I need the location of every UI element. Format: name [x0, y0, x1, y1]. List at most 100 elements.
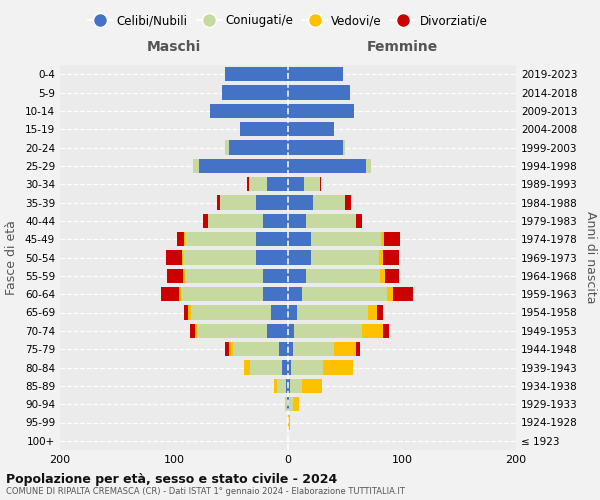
Bar	[226, 67, 288, 82]
Bar	[284, 397, 287, 411]
Bar	[263, 214, 288, 228]
Bar	[288, 122, 334, 136]
Bar	[365, 158, 371, 173]
Bar	[288, 324, 294, 338]
Bar	[297, 306, 368, 320]
Bar	[288, 67, 343, 82]
Y-axis label: Anni di nascita: Anni di nascita	[584, 211, 597, 304]
Bar	[288, 232, 311, 246]
Bar	[263, 268, 288, 283]
Bar	[183, 250, 256, 264]
Bar	[184, 232, 185, 246]
Bar	[345, 196, 350, 209]
Bar	[288, 287, 302, 302]
Bar	[233, 342, 279, 356]
Bar	[382, 232, 384, 246]
Bar	[302, 287, 387, 302]
Bar	[377, 306, 383, 320]
Bar	[161, 287, 179, 302]
Text: COMUNE DI RIPALTA CREMASCA (CR) - Dati ISTAT 1° gennaio 2024 - Elaborazione TUTT: COMUNE DI RIPALTA CREMASCA (CR) - Dati I…	[6, 488, 405, 496]
Bar	[226, 140, 229, 154]
Bar	[380, 268, 385, 283]
Bar	[292, 360, 323, 374]
Bar	[256, 196, 288, 209]
Bar	[393, 287, 413, 302]
Bar	[181, 287, 263, 302]
Bar	[185, 232, 256, 246]
Bar	[288, 306, 297, 320]
Bar	[229, 342, 233, 356]
Bar	[334, 342, 356, 356]
Bar	[311, 232, 382, 246]
Bar	[306, 214, 356, 228]
Bar	[288, 250, 311, 264]
Bar	[247, 177, 249, 192]
Bar	[356, 214, 362, 228]
Bar	[185, 268, 263, 283]
Bar	[288, 360, 292, 374]
Bar	[288, 104, 354, 118]
Bar	[193, 158, 199, 173]
Bar	[179, 287, 181, 302]
Bar	[203, 214, 208, 228]
Bar	[217, 196, 220, 209]
Text: Maschi: Maschi	[147, 40, 201, 54]
Bar	[288, 86, 350, 100]
Bar	[343, 140, 345, 154]
Bar	[288, 416, 290, 430]
Bar	[268, 324, 288, 338]
Bar	[199, 158, 288, 173]
Bar	[283, 360, 288, 374]
Bar	[211, 104, 288, 118]
Bar	[208, 214, 263, 228]
Bar	[293, 397, 299, 411]
Bar	[313, 196, 345, 209]
Bar	[167, 268, 183, 283]
Bar	[362, 324, 383, 338]
Bar	[385, 268, 398, 283]
Bar	[229, 140, 288, 154]
Bar	[302, 378, 322, 393]
Bar	[191, 306, 271, 320]
Bar	[320, 177, 321, 192]
Bar	[288, 268, 306, 283]
Bar	[279, 342, 288, 356]
Bar	[323, 360, 353, 374]
Bar	[256, 232, 288, 246]
Bar	[383, 324, 389, 338]
Bar	[188, 306, 191, 320]
Bar	[311, 250, 379, 264]
Bar	[166, 250, 182, 264]
Bar	[268, 177, 288, 192]
Bar	[289, 397, 293, 411]
Bar	[182, 250, 183, 264]
Bar	[250, 360, 283, 374]
Bar	[240, 122, 288, 136]
Bar	[286, 378, 288, 393]
Bar	[226, 342, 229, 356]
Bar	[197, 324, 268, 338]
Bar	[293, 342, 334, 356]
Y-axis label: Fasce di età: Fasce di età	[5, 220, 18, 295]
Legend: Celibi/Nubili, Coniugati/e, Vedovi/e, Divorziati/e: Celibi/Nubili, Coniugati/e, Vedovi/e, Di…	[84, 10, 492, 32]
Bar	[256, 250, 288, 264]
Bar	[368, 306, 377, 320]
Bar	[249, 177, 268, 192]
Bar	[306, 268, 380, 283]
Bar	[184, 306, 188, 320]
Bar	[356, 342, 360, 356]
Bar	[244, 360, 250, 374]
Bar	[288, 342, 293, 356]
Bar	[183, 268, 185, 283]
Bar	[288, 158, 365, 173]
Bar	[178, 232, 184, 246]
Text: Popolazione per età, sesso e stato civile - 2024: Popolazione per età, sesso e stato civil…	[6, 472, 337, 486]
Bar	[274, 378, 277, 393]
Bar	[288, 140, 343, 154]
Bar	[288, 177, 304, 192]
Bar	[288, 397, 289, 411]
Bar	[294, 324, 362, 338]
Text: Femmine: Femmine	[367, 40, 437, 54]
Bar	[288, 196, 313, 209]
Bar	[190, 324, 194, 338]
